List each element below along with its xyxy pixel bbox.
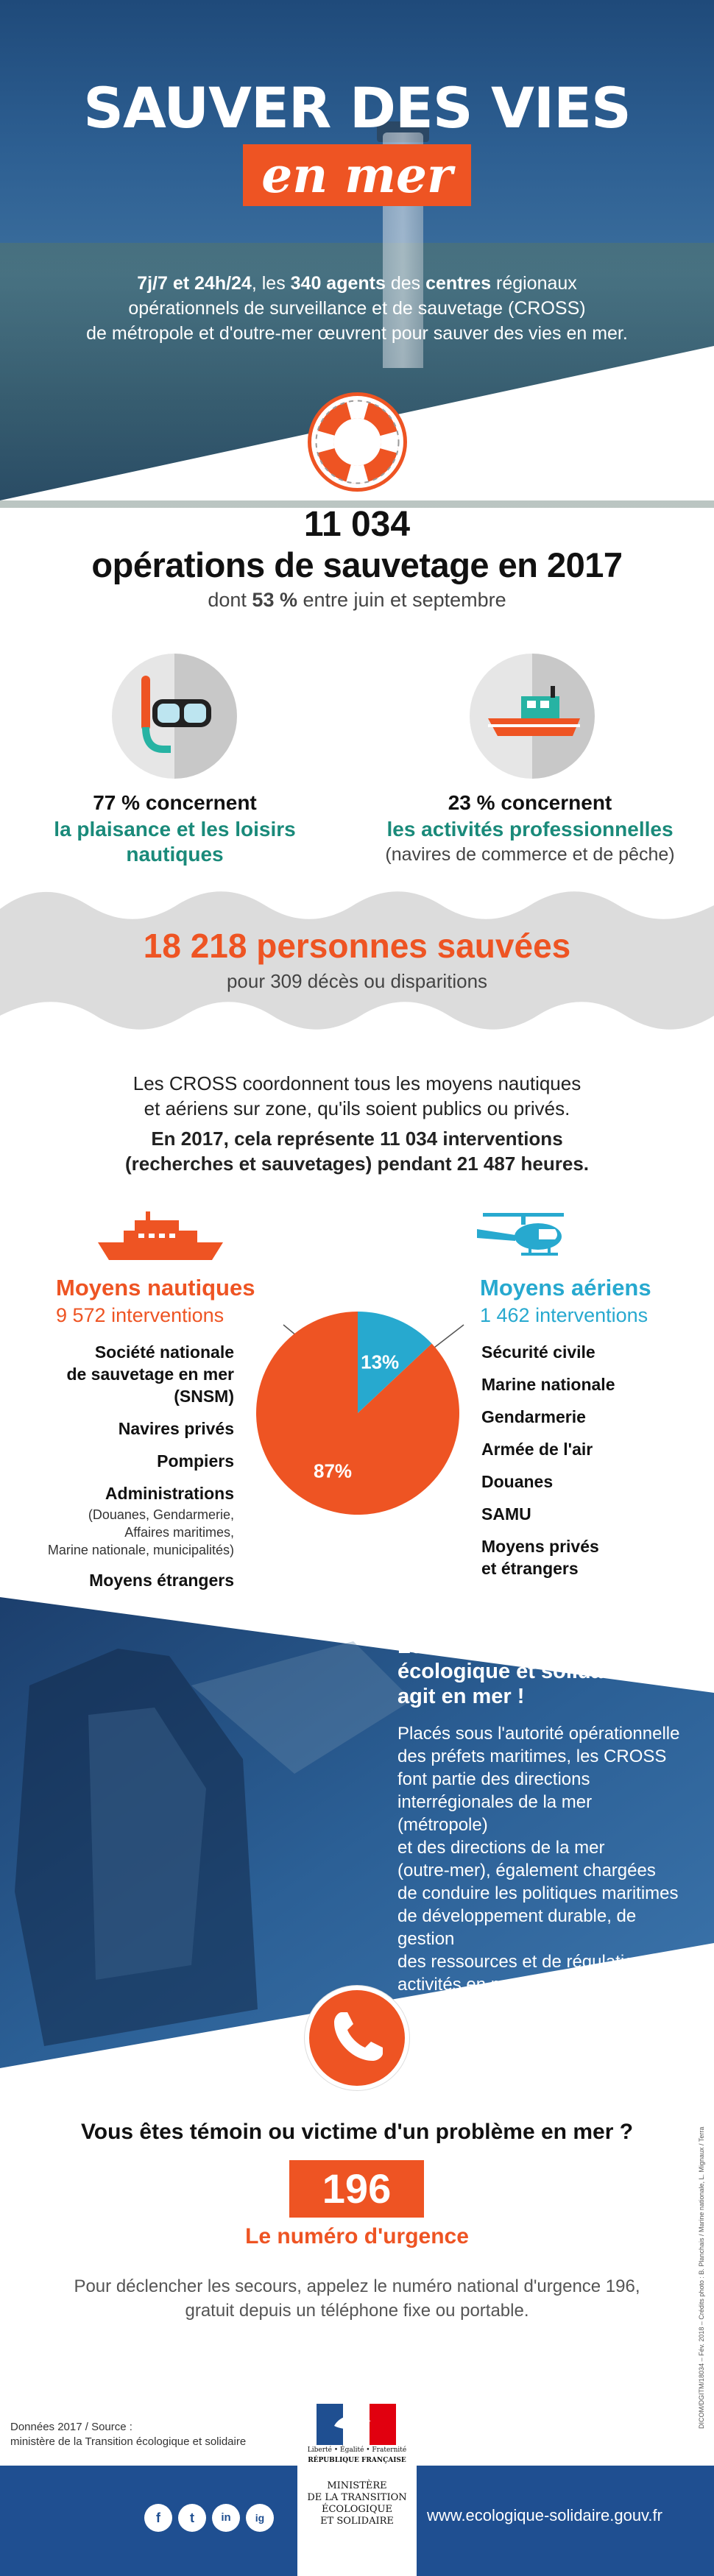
- pie-svg: 87% 13%: [256, 1312, 459, 1515]
- republic-name: RÉPUBLIQUE FRANÇAISE: [308, 2457, 406, 2464]
- lifebuoy-badge: [308, 392, 407, 492]
- emergency-number: 196: [322, 2165, 392, 2212]
- pie-label: 13%: [361, 1351, 399, 1373]
- professional-icon-circle: [470, 654, 595, 779]
- list-item: SAMU: [481, 1504, 531, 1524]
- ministry-name: MINISTÈRE DE LA TRANSITION ÉCOLOGIQUE ET…: [307, 2480, 407, 2527]
- page-title: SAUVER DES VIES: [83, 75, 632, 141]
- nautical-means-list: Société nationale de sauvetage en mer (S…: [44, 1341, 234, 1602]
- professional-percent: 23 % concernent: [448, 791, 612, 814]
- republic-motto: Liberté • Égalité • Fraternité: [307, 2446, 407, 2454]
- list-item: Navires privés: [118, 1419, 234, 1438]
- leisure-description: la plaisance et les loisirs nautiques: [54, 818, 296, 866]
- photo-credits: DICOM/DGITM/18034 – Fév. 2018 – Crédits …: [698, 2126, 705, 2429]
- intro-text: 7j/7 et 24h/24, les 340 agents des centr…: [86, 273, 628, 344]
- professional-description: les activités professionnelles: [386, 818, 674, 841]
- list-item: Gendarmerie: [481, 1407, 586, 1426]
- list-item: Administrations: [105, 1484, 234, 1503]
- emergency-label: Le numéro d'urgence: [245, 2224, 469, 2248]
- list-item: et étrangers: [481, 1559, 579, 1578]
- wave-band: [0, 891, 714, 1030]
- operations-label: opérations de sauvetage en 2017: [91, 545, 623, 584]
- phone-icon: [334, 2012, 383, 2061]
- leisure-percent: 77 % concernent: [93, 791, 257, 814]
- list-item: Moyens étrangers: [89, 1571, 234, 1590]
- fishing-boat-icon: [470, 654, 595, 779]
- operations-detail: dont 53 % entre juin et septembre: [208, 589, 506, 611]
- nautical-means-title: Moyens nautiques: [56, 1275, 255, 1301]
- people-saved: 18 218 personnes sauvées: [143, 927, 571, 965]
- diving-mask-icon: [112, 654, 237, 779]
- ministry-section-background: [0, 1597, 714, 2068]
- helicopter-icon: [477, 1213, 564, 1256]
- aerial-means-list: Sécurité civile Marine nationale Gendarm…: [481, 1341, 688, 1590]
- pie-slice-13pct: [358, 1312, 432, 1413]
- linkedin-icon[interactable]: in: [212, 2504, 240, 2532]
- list-item: Société nationale de sauvetage en mer (S…: [66, 1342, 234, 1406]
- data-source: Données 2017 / Source : ministère de la …: [10, 2421, 247, 2448]
- ministry-text: Placés sous l'autorité opérationnelle de…: [397, 1724, 680, 1995]
- website-link[interactable]: www.ecologique-solidaire.gouv.fr: [427, 2506, 662, 2524]
- subtitle-highlight: [243, 144, 471, 206]
- lifebuoy-icon: [315, 400, 400, 484]
- leisure-icon-circle: [112, 654, 237, 779]
- deaths-missing: pour 309 décès ou disparitions: [226, 970, 488, 992]
- list-item: Armée de l'air: [481, 1440, 593, 1459]
- ship-icon: [98, 1211, 223, 1260]
- emergency-number-box: [289, 2160, 424, 2218]
- pie-label: 87%: [314, 1460, 352, 1482]
- instagram-icon[interactable]: ig: [246, 2504, 274, 2532]
- aerial-means-count: 1 462 interventions: [480, 1304, 648, 1326]
- marianne-logo-icon: [317, 2404, 396, 2445]
- emergency-question: Vous êtes témoin ou victime d'un problèm…: [80, 2120, 634, 2144]
- interventions-pie-chart: 87% 13%: [255, 1310, 461, 1516]
- aerial-means-title: Moyens aériens: [480, 1275, 651, 1301]
- list-item: Moyens privés: [481, 1537, 599, 1556]
- administrations-detail: (Douanes, Gendarmerie, Affaires maritime…: [47, 1507, 234, 1557]
- coordination-text: Les CROSS coordonnent tous les moyens na…: [132, 1072, 582, 1119]
- phone-badge: [305, 1986, 409, 2090]
- twitter-icon[interactable]: t: [178, 2504, 206, 2532]
- list-item: Sécurité civile: [481, 1342, 595, 1362]
- emergency-description: Pour déclencher les secours, appelez le …: [74, 2276, 640, 2321]
- professional-detail: (navires de commerce et de pêche): [385, 844, 675, 865]
- list-item: Marine nationale: [481, 1375, 615, 1394]
- list-item: Pompiers: [157, 1451, 234, 1471]
- facebook-icon[interactable]: f: [144, 2504, 172, 2532]
- list-item: Douanes: [481, 1472, 554, 1491]
- page-subtitle: en mer: [261, 146, 453, 204]
- operations-number: 11 034: [303, 505, 411, 544]
- nautical-means-count: 9 572 interventions: [56, 1304, 225, 1326]
- ministry-title: Le ministère de la Transition écologique…: [397, 1635, 686, 1708]
- coordination-stats: En 2017, cela représente 11 034 interven…: [124, 1128, 590, 1175]
